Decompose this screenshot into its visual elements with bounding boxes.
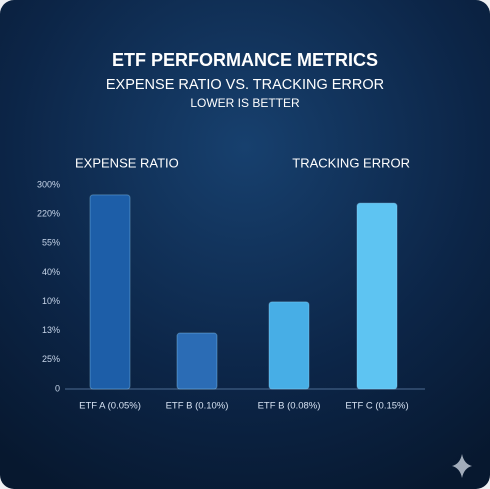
y-tick-label: 55% [42,238,60,248]
y-tick-label: 40% [42,267,60,277]
group-label: EXPENSE RATIO [75,155,179,170]
x-tick-label: ETF A (0.05%) [79,401,141,412]
x-tick-label: ETF B (0.10%) [166,401,229,412]
y-tick-label: 0 [55,383,60,393]
chart-subtitle: EXPENSE RATIO VS. TRACKING ERROR [106,77,384,93]
chart-note: LOWER IS BETTER [190,96,300,110]
y-tick-label: 25% [42,354,60,364]
group-label: TRACKING ERROR [292,155,410,170]
sparkle-icon [452,454,472,478]
bar [176,332,218,390]
y-tick-label: 10% [42,296,60,306]
y-tick-label: 300% [37,179,60,189]
x-tick-label: ETF C (0.15%) [345,401,408,412]
bar [268,301,310,390]
chart-title: ETF PERFORMANCE METRICS [112,50,378,70]
x-tick-label: ETF B (0.08%) [258,401,321,412]
bar [356,202,398,390]
y-tick-label: 220% [37,209,60,219]
bar [89,194,131,390]
y-tick-label: 13% [42,325,60,335]
